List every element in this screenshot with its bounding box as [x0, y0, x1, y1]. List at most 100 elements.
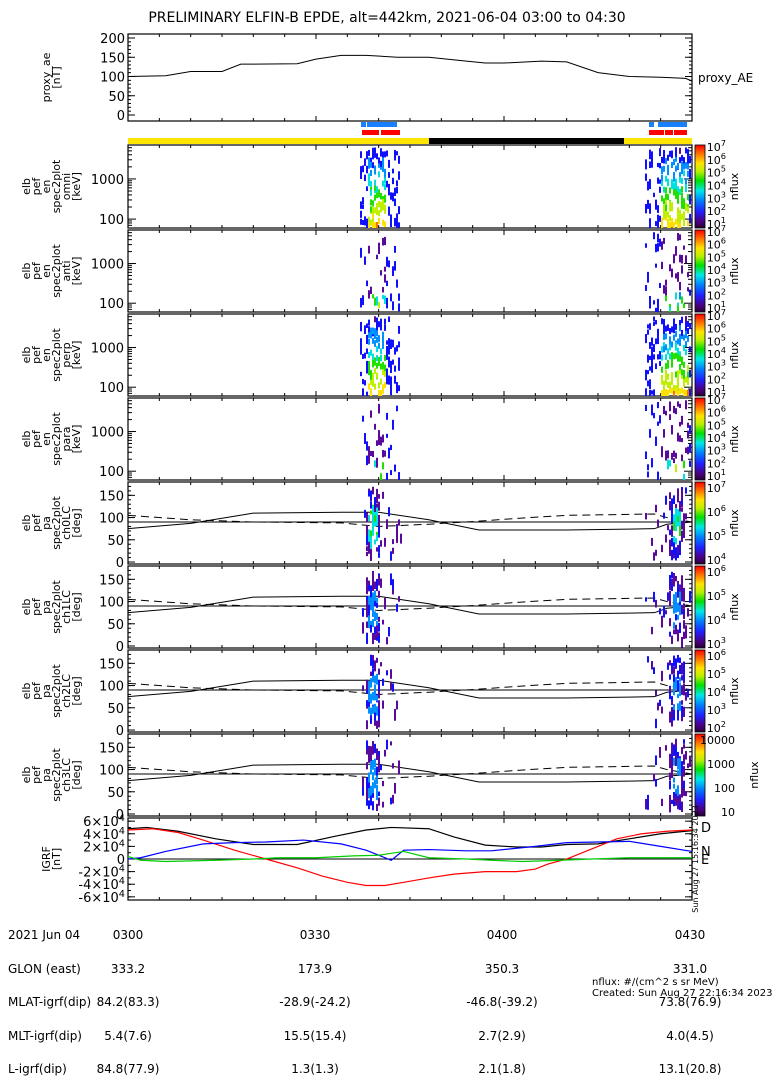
flux-bin	[380, 324, 382, 331]
flux-bin	[370, 490, 372, 500]
flux-bin	[392, 588, 394, 595]
flux-bin	[384, 749, 386, 757]
flux-bin	[683, 361, 685, 368]
flux-bin	[683, 344, 685, 351]
flux-bin	[679, 599, 681, 608]
flux-bin	[362, 353, 364, 359]
colorbar-label: nflux	[728, 509, 741, 537]
flux-bin	[368, 772, 370, 784]
flux-bin	[687, 422, 689, 428]
flux-bin	[390, 551, 392, 561]
flux-bin	[372, 162, 374, 169]
flux-bin	[378, 382, 380, 389]
flux-bin	[665, 193, 667, 200]
y-axis-label-line: elb	[20, 431, 33, 448]
flux-bin	[675, 165, 677, 172]
flux-bin	[398, 293, 400, 301]
flux-bin	[665, 378, 667, 385]
spec2plot_perp-frame	[127, 313, 693, 397]
flux-bin	[366, 365, 368, 374]
flux-bin	[673, 683, 675, 696]
flux-bin	[386, 280, 388, 287]
flux-bin	[679, 519, 681, 531]
flux-bin	[681, 778, 683, 789]
colorbar-tick-label: 107	[707, 223, 726, 239]
flux-bin	[681, 685, 683, 695]
flux-bin	[388, 207, 390, 216]
science-zone-bar-red	[362, 130, 379, 135]
flux-bin	[649, 389, 651, 396]
flux-bin	[663, 333, 665, 340]
flux-bin	[681, 186, 683, 193]
flux-bin	[382, 195, 384, 202]
flux-bin	[380, 192, 382, 199]
flux-bin	[362, 295, 364, 306]
flux-bin	[398, 222, 400, 228]
flux-bin	[364, 352, 366, 359]
flux-bin	[673, 319, 675, 326]
flux-bin	[366, 348, 368, 354]
flux-bin	[673, 777, 675, 783]
flux-bin	[366, 218, 368, 228]
flux-bin	[679, 234, 681, 241]
flux-bin	[673, 458, 675, 464]
flux-bin	[360, 210, 362, 218]
flux-bin	[649, 161, 651, 169]
flux-bin	[380, 540, 382, 547]
y-axis-label-line: spec2plot	[50, 412, 63, 466]
flux-bin	[388, 447, 390, 456]
flux-bin	[378, 218, 380, 225]
flux-bin	[669, 222, 671, 228]
flux-bin	[683, 220, 685, 227]
flux-bin	[370, 585, 372, 598]
flux-bin	[689, 369, 691, 378]
proxy-ae-legend: proxy_AE	[698, 71, 753, 85]
spec2plot_ch2LC-frame	[127, 649, 693, 733]
flux-bin	[372, 380, 374, 387]
flux-bin	[368, 751, 370, 759]
flux-bin	[657, 162, 659, 168]
anti-loss-cone-line	[127, 681, 693, 695]
flux-bin	[651, 390, 653, 395]
flux-bin	[388, 338, 390, 348]
loss-cone-line	[127, 595, 693, 615]
flux-bin	[679, 222, 681, 228]
flux-bin	[390, 741, 392, 746]
flux-bin	[396, 405, 398, 412]
flux-bin	[384, 172, 386, 179]
y-axis-label-line: spec2plot	[50, 328, 63, 382]
flux-bin	[386, 637, 388, 645]
flux-bin	[667, 169, 669, 176]
colorbar-tick-label: 102	[707, 202, 726, 218]
flux-bin	[665, 369, 667, 376]
flux-bin	[366, 334, 368, 345]
flux-bin	[683, 739, 685, 744]
flux-bin	[665, 205, 667, 212]
flux-bin	[374, 660, 376, 672]
flux-bin	[671, 217, 673, 224]
flux-bin	[374, 783, 376, 789]
flux-bin	[665, 495, 667, 505]
flux-bin	[679, 325, 681, 332]
flux-bin	[368, 446, 370, 455]
flux-bin	[370, 189, 372, 196]
flux-bin	[675, 575, 677, 582]
flux-bin	[673, 171, 675, 178]
flux-bin	[679, 147, 681, 154]
flux-bin	[683, 591, 685, 602]
flux-bin	[687, 430, 689, 439]
flux-bin	[378, 545, 380, 553]
flux-bin	[689, 155, 691, 164]
flux-bin	[657, 233, 659, 243]
flux-bin	[396, 221, 398, 228]
flux-bin	[669, 772, 671, 781]
flux-bin	[368, 596, 370, 609]
y-tick-label: 50	[107, 786, 124, 801]
y-axis-label-line: en	[40, 180, 53, 194]
flux-bin	[669, 344, 671, 351]
flux-bin	[669, 353, 671, 360]
science-zone-bar-red	[649, 130, 664, 135]
y-axis-label-line: pef	[30, 681, 43, 700]
flux-bin	[669, 539, 671, 551]
flux-bin	[687, 365, 689, 372]
